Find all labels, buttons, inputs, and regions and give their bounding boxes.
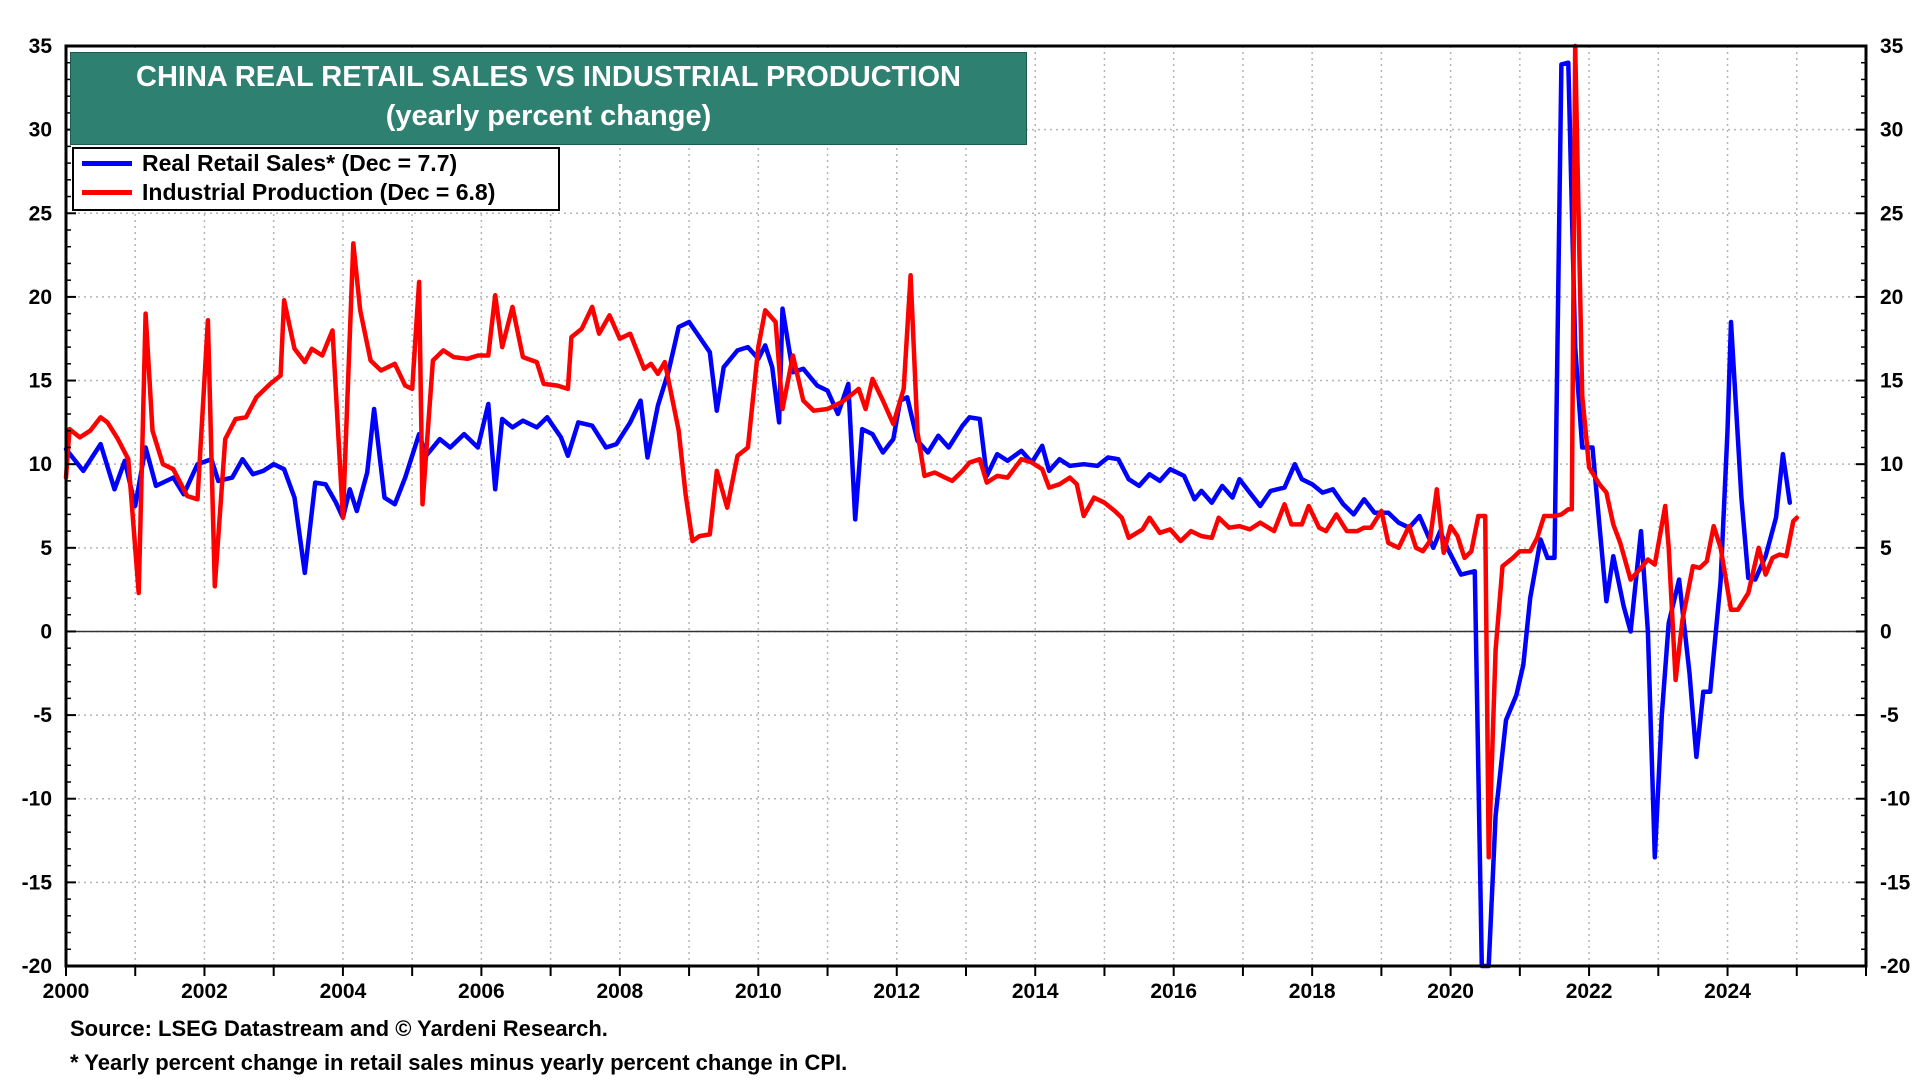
x-tick-label: 2024 xyxy=(1704,980,1751,1003)
source-note: Source: LSEG Datastream and © Yardeni Re… xyxy=(70,1016,608,1041)
y-tick-label-right: -5 xyxy=(1880,704,1899,727)
x-tick-label: 2000 xyxy=(43,980,90,1003)
y-tick-label-right: 20 xyxy=(1880,286,1903,309)
footnote: * Yearly percent change in retail sales … xyxy=(70,1050,848,1075)
y-tick-label-right: 35 xyxy=(1880,35,1904,58)
y-tick-label-left: 35 xyxy=(29,35,53,58)
y-tick-label-left: -10 xyxy=(22,788,52,811)
y-tick-label-left: -5 xyxy=(33,704,52,727)
y-axis-right: 35 30 25 20 15 10 5 0 -5 -10 -15 -20 xyxy=(1880,35,1911,978)
y-tick-label-left: 25 xyxy=(29,202,53,225)
x-tick-label: 2012 xyxy=(873,980,920,1003)
x-tick-label: 2010 xyxy=(735,980,782,1003)
y-tick-label-right: 30 xyxy=(1880,119,1903,142)
x-tick-label: 2008 xyxy=(596,980,643,1003)
chart-title: CHINA REAL RETAIL SALES VS INDUSTRIAL PR… xyxy=(136,61,961,93)
x-tick-label: 2018 xyxy=(1289,980,1336,1003)
x-axis: 2000 2002 2004 2006 2008 2010 2012 2014 2016 2018… xyxy=(43,980,1752,1003)
legend-item-retail: Real Retail Sales* (Dec = 7.7) xyxy=(74,149,558,178)
legend-swatch-retail xyxy=(82,161,132,166)
y-tick-label-right: 0 xyxy=(1880,620,1892,643)
legend-label-retail: Real Retail Sales* (Dec = 7.7) xyxy=(142,150,458,176)
y-tick-label-right: 15 xyxy=(1880,370,1904,393)
y-tick-label-right: -10 xyxy=(1880,788,1910,811)
y-tick-label-right: -15 xyxy=(1880,871,1911,894)
y-tick-label-right: 5 xyxy=(1880,537,1892,560)
x-tick-label: 2016 xyxy=(1150,980,1197,1003)
x-tick-label: 2020 xyxy=(1427,980,1474,1003)
y-tick-label-left: 5 xyxy=(40,537,52,560)
y-tick-label-left: -20 xyxy=(22,955,52,978)
y-tick-label-right: -20 xyxy=(1880,955,1910,978)
y-tick-label-right: 25 xyxy=(1880,202,1904,225)
x-tick-label: 2002 xyxy=(181,980,228,1003)
series-lines xyxy=(63,43,1800,969)
y-tick-label-left: 10 xyxy=(29,453,52,476)
y-tick-label-left: 15 xyxy=(29,370,53,393)
series-line-industrial-production xyxy=(63,43,1800,860)
x-tick-label: 2004 xyxy=(320,980,367,1003)
y-tick-label-left: 0 xyxy=(40,620,52,643)
chart-title-box: CHINA REAL RETAIL SALES VS INDUSTRIAL PR… xyxy=(70,52,1027,145)
y-tick-label-right: 10 xyxy=(1880,453,1903,476)
chart-subtitle: (yearly percent change) xyxy=(385,100,712,132)
y-tick-label-left: -15 xyxy=(22,871,53,894)
x-tick-label: 2014 xyxy=(1012,980,1059,1003)
y-axis-left: 35 30 25 20 15 10 5 0 -5 -10 -15 -20 xyxy=(22,35,53,978)
y-tick-label-left: 20 xyxy=(29,286,52,309)
legend-swatch-industrial xyxy=(82,190,132,195)
legend-item-industrial: Industrial Production (Dec = 6.8) xyxy=(74,178,558,207)
y-tick-label-left: 30 xyxy=(29,119,52,142)
series-line-retail-sales xyxy=(63,60,1793,969)
x-tick-label: 2022 xyxy=(1566,980,1613,1003)
x-tick-label: 2006 xyxy=(458,980,505,1003)
legend: Real Retail Sales* (Dec = 7.7) Industria… xyxy=(72,147,560,211)
legend-label-industrial: Industrial Production (Dec = 6.8) xyxy=(142,179,496,205)
